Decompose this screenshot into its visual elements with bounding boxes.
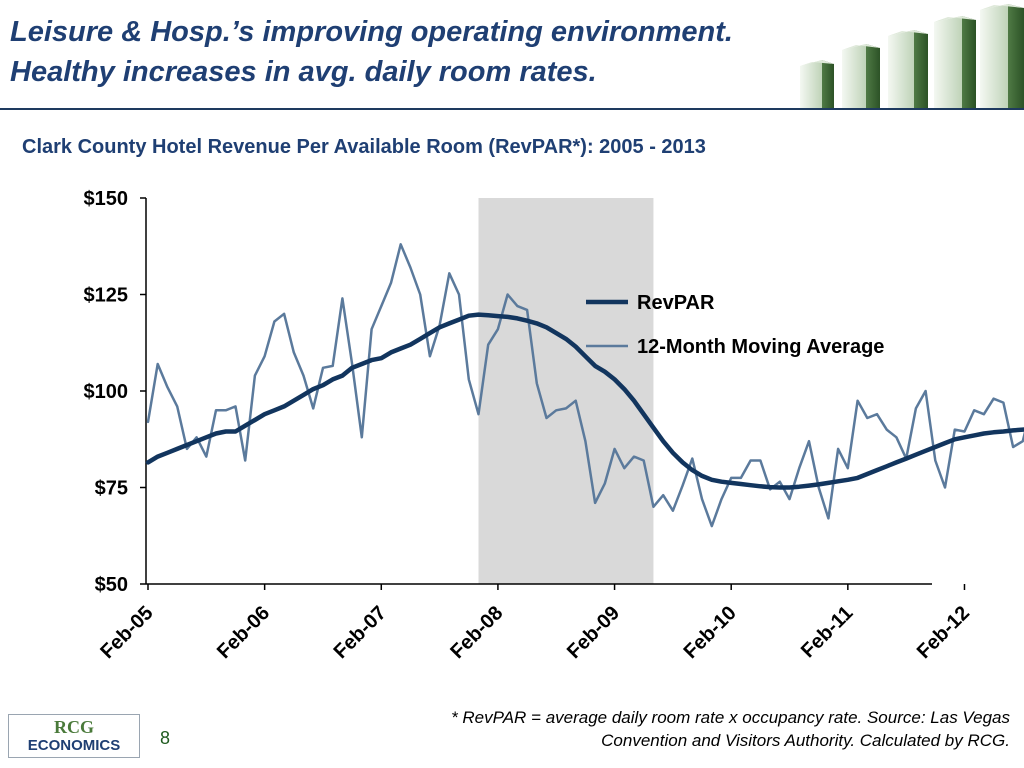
slide-title-line-1: Leisure & Hosp.’s improving operating en…: [10, 16, 733, 48]
y-axis-ticks: $150 $125 $100 $75 $50: [84, 188, 146, 596]
y-tick-label: $50: [95, 574, 128, 596]
footnote: * RevPAR = average daily room rate x occ…: [330, 706, 1010, 752]
x-axis-ticks: Feb-05 Feb-06 Feb-07 Feb-08 Feb-09 Feb-10 Feb-…: [96, 584, 974, 663]
y-tick-label: $100: [84, 381, 129, 403]
logo-mark: RCG: [54, 717, 94, 737]
x-tick-label: Feb-11: [797, 602, 857, 662]
logo-wordmark: ECONOMICS: [27, 737, 121, 754]
x-tick-label: Feb-07: [330, 602, 391, 663]
legend-label: 12-Month Moving Average: [637, 336, 884, 358]
footnote-line-1: * RevPAR = average daily room rate x occ…: [451, 708, 1010, 727]
x-tick-label: Feb-10: [680, 602, 741, 663]
y-tick-label: $125: [84, 285, 129, 307]
y-tick-label: $150: [84, 188, 129, 210]
x-tick-label: Feb-12: [913, 602, 974, 663]
revpar-line-chart: $150$125$100$75$50 Feb-05 Feb-06 Feb-07 Feb…: [84, 188, 1024, 663]
slide-header: Leisure & Hosp.’s improving operating en…: [0, 0, 1024, 110]
building-bars-graphic: [790, 0, 1024, 108]
y-tick-label: $75: [95, 478, 128, 500]
legend-label: RevPAR: [637, 292, 715, 314]
chart-title: Clark County Hotel Revenue Per Available…: [22, 136, 706, 158]
slide-title-line-2: Healthy increases in avg. daily room rat…: [10, 56, 597, 88]
page-number: 8: [160, 728, 171, 748]
x-tick-label: Feb-09: [563, 602, 624, 663]
x-tick-label: Feb-05: [96, 602, 157, 663]
legend: RevPAR 12-Month Moving Average: [586, 292, 884, 358]
series-line-revpar: [145, 312, 1024, 490]
x-tick-label: Feb-06: [213, 602, 274, 663]
rcg-economics-logo: RCG ECONOMICS: [8, 714, 140, 758]
series-lines: [145, 243, 1024, 528]
footnote-line-2: Convention and Visitors Authority. Calcu…: [601, 731, 1010, 750]
header-divider: [0, 108, 1024, 110]
x-tick-label: Feb-08: [446, 602, 507, 663]
